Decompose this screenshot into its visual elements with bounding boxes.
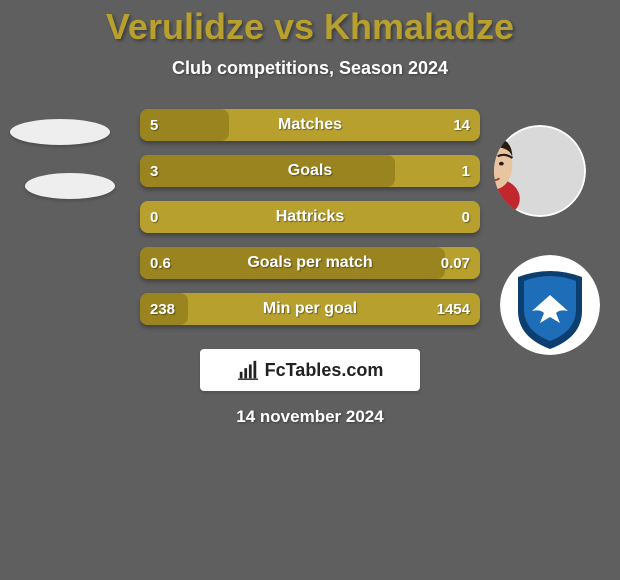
- stat-row-right-value: 1454: [437, 293, 470, 325]
- brand-badge: FcTables.com: [200, 349, 420, 391]
- stat-row: Hattricks0 0: [140, 201, 480, 233]
- stat-row-right-value: 0: [462, 201, 470, 233]
- brand-text: FcTables.com: [265, 360, 384, 381]
- stat-row-left-value: 0.6: [150, 247, 171, 279]
- left-player-photo-placeholder: [10, 119, 110, 145]
- stat-row: Goals per match0.6 0.07: [140, 247, 480, 279]
- stat-row: Min per goal238 1454: [140, 293, 480, 325]
- footer-date: 14 november 2024: [0, 407, 620, 427]
- page-title: Verulidze vs Khmaladze: [0, 0, 620, 48]
- stat-row-right-value: 14: [453, 109, 470, 141]
- stat-row: Goals3 1: [140, 155, 480, 187]
- stat-row-label: Goals: [140, 155, 480, 187]
- stat-row-left-value: 5: [150, 109, 158, 141]
- stat-row-label: Matches: [140, 109, 480, 141]
- stat-bars: Matches5 14 Goals3 1 Hattricks0 0 Goals per ma…: [140, 109, 480, 339]
- stat-row-label: Hattricks: [140, 201, 480, 233]
- stat-row-right-value: 1: [462, 155, 470, 187]
- stat-row-left-value: 0: [150, 201, 158, 233]
- stat-row-left-value: 3: [150, 155, 158, 187]
- left-player-club-placeholder: [25, 173, 115, 199]
- stat-row-label: Min per goal: [140, 293, 480, 325]
- stat-row: Matches5 14: [140, 109, 480, 141]
- right-player-club-badge: [500, 255, 600, 355]
- stat-row-right-value: 0.07: [441, 247, 470, 279]
- stat-row-left-value: 238: [150, 293, 175, 325]
- page-subtitle: Club competitions, Season 2024: [0, 58, 620, 79]
- right-player-photo: [494, 125, 586, 217]
- bar-chart-icon: [237, 359, 259, 381]
- stat-row-label: Goals per match: [140, 247, 480, 279]
